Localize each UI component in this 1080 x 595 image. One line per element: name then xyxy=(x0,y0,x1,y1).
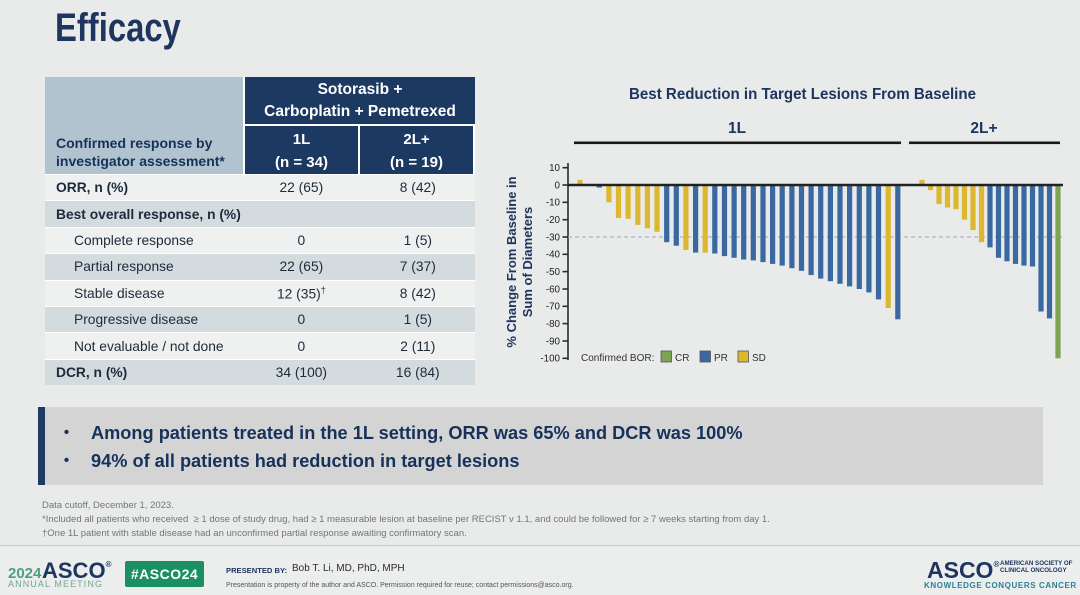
svg-text:SD: SD xyxy=(752,353,766,364)
svg-text:-100: -100 xyxy=(540,354,560,365)
svg-text:0: 0 xyxy=(555,180,561,191)
svg-text:-80: -80 xyxy=(546,319,561,330)
svg-text:% Change From Baseline in: % Change From Baseline in xyxy=(504,176,519,347)
svg-text:-70: -70 xyxy=(546,302,561,313)
svg-text:-20: -20 xyxy=(546,215,561,226)
svg-text:-50: -50 xyxy=(546,267,561,278)
svg-text:2L+: 2L+ xyxy=(970,120,997,137)
svg-text:-10: -10 xyxy=(546,198,561,209)
svg-text:-30: -30 xyxy=(546,232,561,243)
svg-text:Confirmed BOR:: Confirmed BOR: xyxy=(581,353,654,364)
svg-text:Best Reduction in Target Lesio: Best Reduction in Target Lesions From Ba… xyxy=(629,86,976,103)
svg-text:10: 10 xyxy=(549,163,560,174)
svg-text:-90: -90 xyxy=(546,336,561,347)
svg-text:Sum of Diameters: Sum of Diameters xyxy=(520,207,535,318)
svg-text:CR: CR xyxy=(675,353,689,364)
svg-text:1L: 1L xyxy=(728,120,746,137)
svg-text:-60: -60 xyxy=(546,284,561,295)
svg-text:PR: PR xyxy=(714,353,728,364)
svg-text:-40: -40 xyxy=(546,250,561,261)
